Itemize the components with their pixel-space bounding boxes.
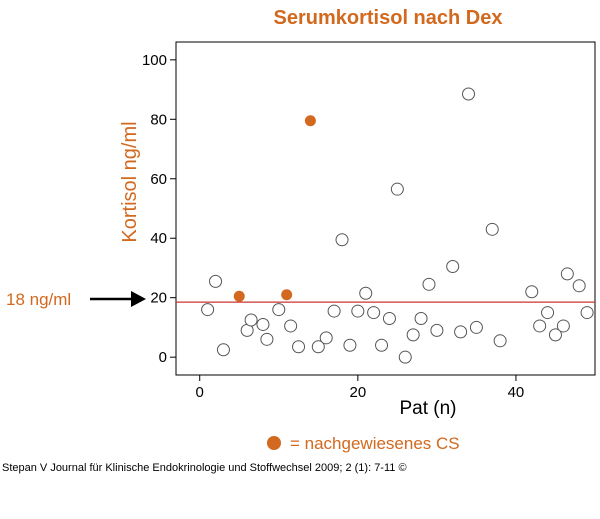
legend-marker [267, 436, 281, 450]
y-axis-ticks: 0 20 40 60 80 100 [142, 52, 176, 366]
data-point [580, 306, 594, 320]
data-point [430, 323, 444, 337]
legend-label: = nachgewiesenes CS [290, 434, 460, 453]
y-tick-label: 0 [159, 349, 167, 366]
data-point [406, 328, 420, 342]
data-point [469, 320, 483, 334]
data-point [556, 319, 570, 333]
y-tick-label: 80 [150, 111, 167, 128]
data-point [201, 303, 215, 317]
y-tick-label: 60 [150, 171, 167, 188]
data-point [485, 222, 499, 236]
y-tick-label: 40 [150, 230, 167, 247]
data-point [462, 87, 476, 101]
cs-data-point [304, 115, 316, 127]
x-axis-label: Pat (n) [399, 398, 456, 419]
threshold-arrow [90, 291, 146, 307]
data-point [244, 313, 258, 327]
data-point [398, 350, 412, 364]
data-point [548, 328, 562, 342]
chart-title: Serumkortisol nach Dex [274, 7, 503, 29]
data-point [351, 304, 365, 318]
plot-frame [175, 41, 596, 376]
data-point [292, 340, 306, 354]
data-point [390, 182, 404, 196]
x-tick-label: 20 [349, 384, 366, 401]
y-axis-label: Kortisol ng/ml [119, 121, 141, 242]
data-point [375, 338, 389, 352]
cs-data-point [233, 290, 245, 302]
data-point [525, 285, 539, 299]
data-point [216, 343, 230, 357]
x-tick-label: 40 [508, 384, 525, 401]
data-point [446, 259, 460, 273]
data-point [319, 331, 333, 345]
data-point [454, 325, 468, 339]
data-point [533, 319, 547, 333]
data-points [201, 87, 594, 364]
data-point [256, 317, 270, 331]
x-axis-ticks: 0 20 40 [196, 375, 525, 401]
y-tick-label: 20 [150, 290, 167, 307]
data-point [560, 267, 574, 281]
cs-data-point [281, 289, 293, 301]
citation-text: Stepan V Journal für Klinische Endokrino… [2, 462, 407, 474]
data-point [367, 306, 381, 320]
data-point [284, 319, 298, 333]
x-tick-label: 0 [196, 384, 204, 401]
data-point [272, 303, 286, 317]
data-point [541, 306, 555, 320]
data-point [311, 340, 325, 354]
data-point [493, 334, 507, 348]
data-point [359, 286, 373, 300]
data-point [343, 338, 357, 352]
threshold-label: 18 ng/ml [6, 290, 71, 309]
y-tick-label: 100 [142, 52, 167, 69]
data-point [327, 304, 341, 318]
data-point [382, 312, 396, 326]
data-point [260, 332, 274, 346]
data-point [422, 277, 436, 291]
data-point [414, 312, 428, 326]
data-point [572, 279, 586, 293]
data-point [209, 274, 223, 288]
data-point [335, 233, 349, 247]
